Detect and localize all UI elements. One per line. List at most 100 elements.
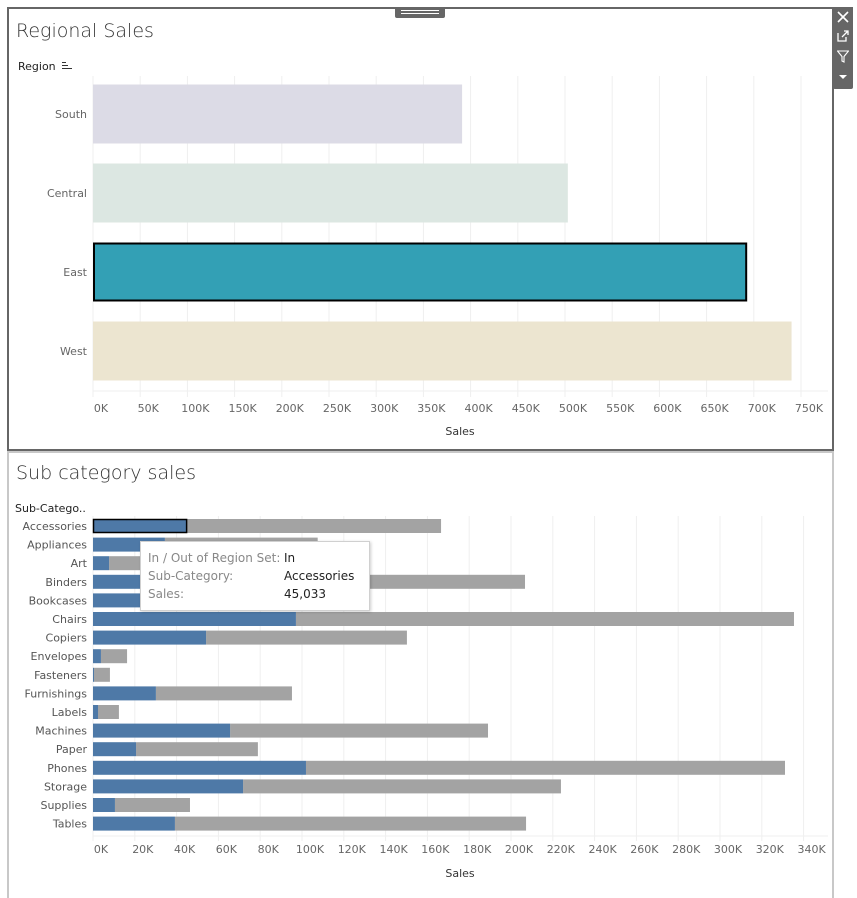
bar-out-segment bbox=[305, 760, 785, 775]
x-tick-label: 350K bbox=[417, 402, 446, 415]
category-label: South bbox=[55, 108, 87, 121]
x-tick-label: 140K bbox=[379, 843, 408, 856]
bar-in-segment bbox=[93, 816, 175, 831]
bar-out-segment bbox=[243, 779, 561, 794]
bar-out-segment bbox=[100, 649, 128, 664]
x-tick-label: 500K bbox=[559, 402, 588, 415]
bar-out-segment bbox=[155, 686, 292, 701]
sort-icon[interactable] bbox=[62, 62, 73, 71]
x-tick-label: 600K bbox=[653, 402, 682, 415]
x-tick-label: 240K bbox=[588, 843, 617, 856]
category-label: Envelopes bbox=[31, 650, 88, 663]
x-tick-label: 100K bbox=[296, 843, 325, 856]
x-tick-label: 220K bbox=[547, 843, 576, 856]
bar-out-segment bbox=[230, 723, 489, 738]
x-tick-label: 550K bbox=[606, 402, 635, 415]
category-label: Art bbox=[71, 557, 88, 570]
bar-south bbox=[93, 84, 463, 144]
regional-sales-title: Regional Sales bbox=[16, 20, 154, 42]
x-tick-label: 160K bbox=[421, 843, 450, 856]
x-tick-label: 260K bbox=[630, 843, 659, 856]
category-label: Binders bbox=[45, 576, 87, 589]
x-tick-label: 650K bbox=[700, 402, 729, 415]
x-tick-label: 340K bbox=[797, 843, 826, 856]
bar-in-segment bbox=[93, 649, 101, 664]
x-tick-label: 200K bbox=[505, 843, 534, 856]
tooltip-key: Sub-Category: bbox=[148, 569, 234, 583]
bar-in-segment bbox=[93, 705, 99, 719]
bar-central bbox=[93, 163, 568, 223]
x-tick-label: 80K bbox=[258, 843, 280, 856]
category-label: Phones bbox=[47, 762, 87, 775]
subcategory-sales-chart: 0K 20K 40K 60K 80K 100K 120K 140K 160K 180K 200K 22… bbox=[23, 516, 828, 880]
bar-in-segment bbox=[93, 779, 244, 794]
x-tick-label: 50K bbox=[138, 402, 160, 415]
x-tick-label: 150K bbox=[228, 402, 257, 415]
regional-sales-chart: 0K 50K 100K 150K 200K 250K 300K 350K 400K 450K 500… bbox=[47, 76, 828, 438]
x-tick-label: 280K bbox=[672, 843, 701, 856]
filter-button[interactable] bbox=[833, 46, 853, 66]
x-tick-label: 700K bbox=[748, 402, 777, 415]
x-tick-label: 0K bbox=[94, 402, 109, 415]
x-tick-label: 180K bbox=[463, 843, 492, 856]
x-tick-label: 300K bbox=[714, 843, 743, 856]
category-label: Furnishings bbox=[25, 687, 88, 700]
x-axis-title: Sales bbox=[445, 425, 475, 438]
bar-in-segment bbox=[93, 630, 207, 645]
region-header-label: Region bbox=[18, 60, 56, 73]
subcategory-field-header[interactable]: Sub-Catego.. bbox=[15, 502, 86, 515]
category-label: Labels bbox=[52, 706, 88, 719]
bar-in-segment bbox=[93, 556, 110, 571]
category-label: Paper bbox=[56, 743, 88, 756]
x-tick-label: 250K bbox=[323, 402, 352, 415]
category-label: Copiers bbox=[46, 632, 88, 645]
filter-icon bbox=[837, 49, 849, 63]
popout-button[interactable] bbox=[833, 26, 853, 46]
region-field-header[interactable]: Region bbox=[18, 60, 73, 73]
close-button[interactable] bbox=[833, 7, 853, 27]
category-label: Appliances bbox=[27, 539, 87, 552]
category-label: Storage bbox=[44, 780, 87, 793]
x-tick-label: 120K bbox=[338, 843, 367, 856]
category-label: Accessories bbox=[23, 520, 88, 533]
tooltip-key: In / Out of Region Set: bbox=[148, 551, 281, 565]
tooltip: In / Out of Region Set: In Sub-Category:… bbox=[140, 541, 370, 611]
category-label: East bbox=[63, 266, 87, 279]
x-axis-title: Sales bbox=[445, 867, 475, 880]
bar-out-segment bbox=[174, 816, 527, 831]
close-icon bbox=[837, 11, 849, 23]
category-label: Bookcases bbox=[29, 594, 88, 607]
category-label: Central bbox=[47, 187, 87, 200]
bar-in-segment bbox=[93, 723, 231, 738]
bar-in-segment bbox=[93, 760, 306, 775]
bar-in-segment bbox=[93, 686, 156, 701]
x-tick-label: 300K bbox=[370, 402, 399, 415]
bar-in-segment bbox=[93, 612, 296, 626]
bar-out-segment bbox=[206, 630, 407, 645]
bar-in-segment bbox=[93, 742, 137, 757]
x-tick-label: 320K bbox=[756, 843, 785, 856]
subcategory-sales-title: Sub category sales bbox=[16, 462, 196, 484]
tooltip-value: 45,033 bbox=[284, 587, 326, 601]
tooltip-value: In bbox=[284, 551, 296, 565]
bar-out-segment bbox=[187, 519, 442, 533]
bar-in-segment bbox=[93, 798, 115, 812]
drag-handle[interactable] bbox=[395, 7, 445, 18]
category-label: Supplies bbox=[40, 799, 87, 812]
bar-west bbox=[93, 321, 792, 381]
bar-in-segment bbox=[92, 518, 188, 534]
x-tick-label: 100K bbox=[181, 402, 210, 415]
tooltip-key: Sales: bbox=[148, 587, 184, 601]
category-label: Machines bbox=[35, 725, 87, 738]
more-options-button[interactable] bbox=[833, 67, 853, 87]
x-tick-label: 20K bbox=[132, 843, 154, 856]
category-label: Chairs bbox=[52, 613, 87, 626]
x-tick-label: 0K bbox=[94, 843, 109, 856]
bar-out-segment bbox=[98, 705, 119, 719]
popout-icon bbox=[837, 30, 849, 42]
bar-in-segment bbox=[93, 667, 95, 682]
bar-out-segment bbox=[114, 798, 190, 812]
x-tick-label: 400K bbox=[464, 402, 493, 415]
x-tick-label: 40K bbox=[174, 843, 196, 856]
tooltip-value: Accessories bbox=[284, 569, 355, 583]
